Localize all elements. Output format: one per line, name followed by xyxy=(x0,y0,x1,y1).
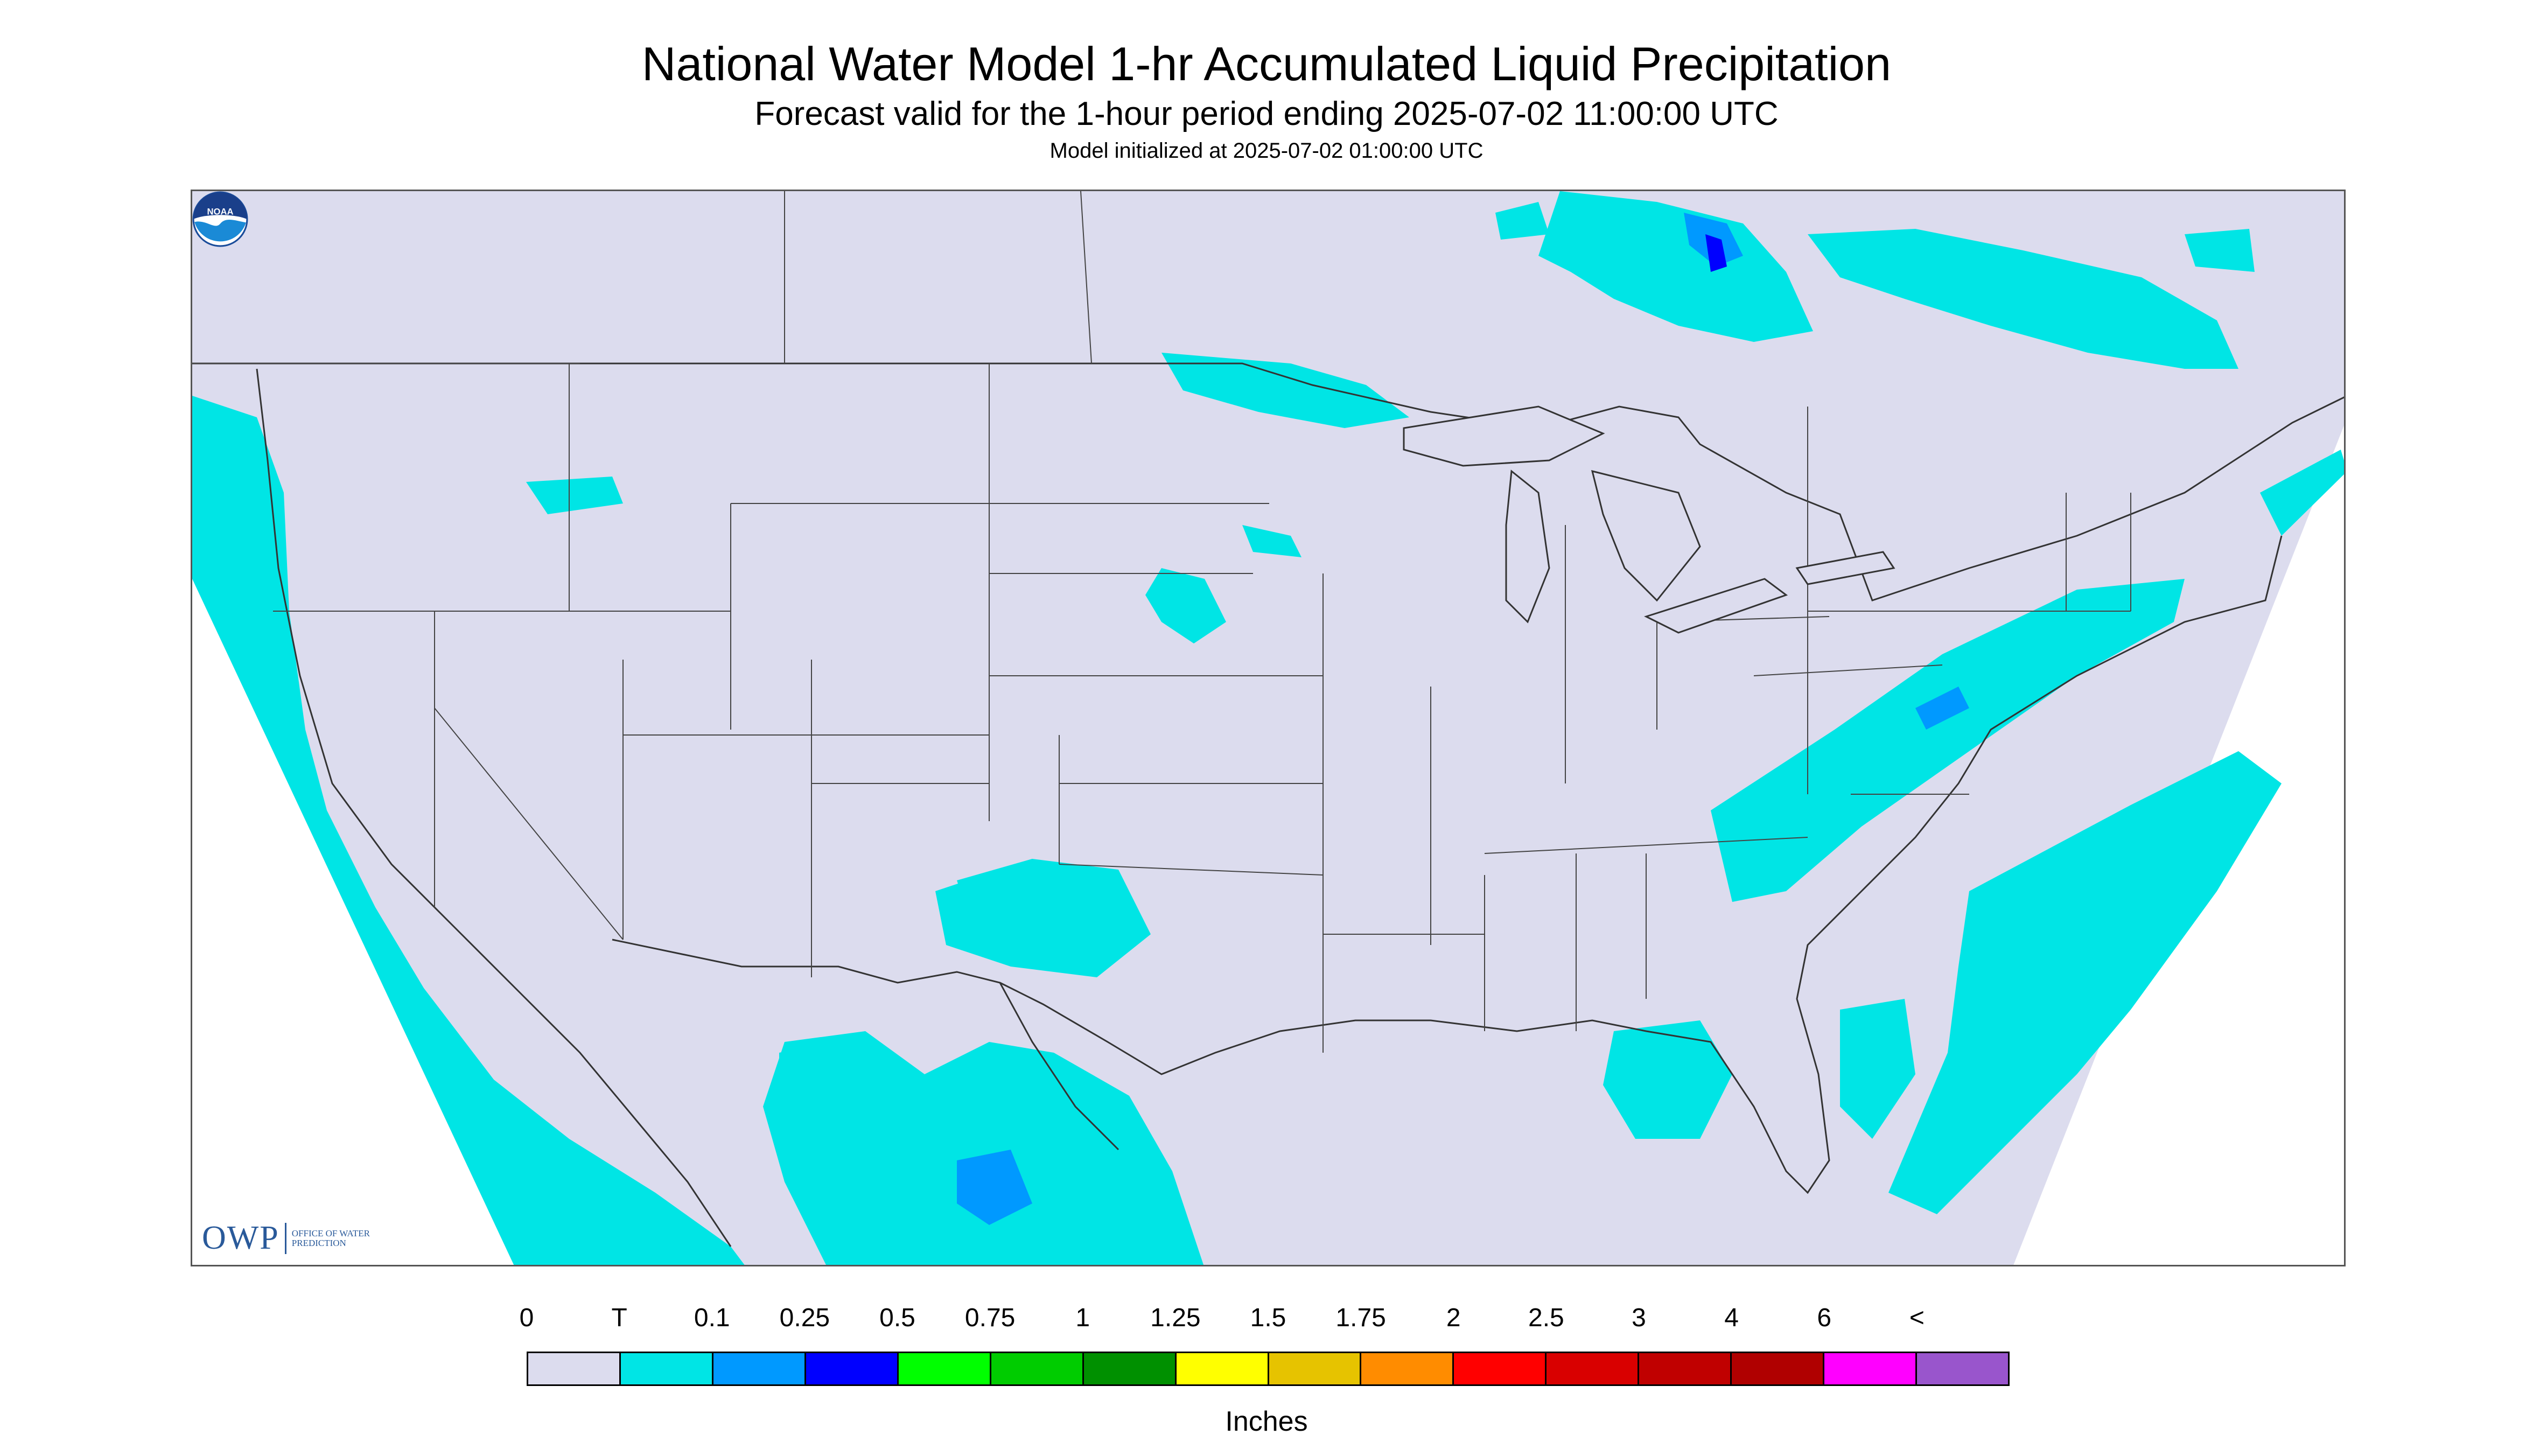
mexico-precip-core xyxy=(957,1150,1032,1225)
owp-logo-text: OFFICE OF WATER PREDICTION xyxy=(291,1228,370,1248)
legend-label: 1 xyxy=(1075,1304,1090,1332)
owp-logo-mark: OWP xyxy=(202,1220,279,1256)
gulf-precip xyxy=(1603,1020,1732,1139)
precipitation-map: OWP OFFICE OF WATER PREDICTION NOAA xyxy=(191,190,2346,1266)
pacific-precip-area xyxy=(192,396,745,1265)
legend-label: 1.75 xyxy=(1335,1304,1386,1332)
atlantic-precip-band xyxy=(1888,751,2282,1214)
west-coast xyxy=(256,368,732,1247)
legend-swatch xyxy=(620,1353,713,1384)
legend-swatch xyxy=(1547,1353,1640,1384)
noaa-logo: NOAA xyxy=(192,191,248,247)
legend-swatch xyxy=(1361,1353,1454,1384)
legend-swatch xyxy=(898,1353,991,1384)
canada-precip-4 xyxy=(2185,229,2255,272)
florida-offshore-precip xyxy=(1840,999,1915,1139)
legend-labels: 0 T 0.1 0.25 0.5 0.75 1 1.25 1.5 1.75 2 2.5 3 4 6 < xyxy=(0,1303,2533,1346)
map-subtitle: Forecast valid for the 1-hour period end… xyxy=(754,95,1779,132)
montana-precip xyxy=(526,477,623,514)
sd-precip xyxy=(1242,525,1302,557)
legend-swatch xyxy=(1824,1353,1918,1384)
legend-swatch xyxy=(713,1353,806,1384)
canada-precip-max xyxy=(1705,234,1727,272)
eastcoast-precip-band xyxy=(1711,579,2185,902)
legend-swatch xyxy=(1454,1353,1547,1384)
off-domain-left xyxy=(192,191,514,1265)
lake-superior xyxy=(1403,405,1605,467)
nm-precip xyxy=(957,859,1043,929)
legend-swatch xyxy=(1917,1353,2008,1384)
model-init-text: Model initialized at 2025-07-02 01:00:00… xyxy=(1049,139,1484,163)
nebraska-precip xyxy=(1145,568,1226,643)
state-lines xyxy=(192,191,2131,1053)
legend-swatch xyxy=(991,1353,1084,1384)
legend-label: 0.75 xyxy=(964,1304,1016,1332)
mexico-border xyxy=(612,939,1119,1151)
owp-logo-divider xyxy=(284,1222,286,1254)
legend-label: 4 xyxy=(1724,1304,1739,1332)
newengland-precip xyxy=(2260,450,2344,536)
canada-precip-2 xyxy=(1808,229,2238,369)
legend-swatch xyxy=(1732,1353,1825,1384)
canada-precip-3 xyxy=(1495,202,1549,240)
legend-label: 2.5 xyxy=(1528,1304,1564,1332)
legend-label: 1.5 xyxy=(1250,1304,1286,1332)
legend-label: 3 xyxy=(1632,1304,1646,1332)
legend-label: 1.25 xyxy=(1150,1304,1201,1332)
legend-swatch xyxy=(1639,1353,1732,1384)
legend-label: 6 xyxy=(1817,1304,1832,1332)
map-canvas xyxy=(192,191,2344,1265)
noaa-logo-text: NOAA xyxy=(207,207,234,217)
lake-huron xyxy=(1591,470,1701,602)
legend-swatch xyxy=(806,1353,899,1384)
eastcoast-precip-core xyxy=(1915,687,1969,730)
legend-units: Inches xyxy=(1225,1406,1308,1437)
legend-swatch xyxy=(1176,1353,1269,1384)
nd-precip xyxy=(1161,353,1409,428)
legend-swatch xyxy=(1269,1353,1362,1384)
canada-precip-1 xyxy=(1538,191,1813,342)
mexico-precip-area xyxy=(763,1031,1203,1265)
lake-michigan xyxy=(1505,470,1550,624)
legend-swatch xyxy=(528,1353,621,1384)
map-title: National Water Model 1-hr Accumulated Li… xyxy=(641,37,1892,90)
sonora-precip xyxy=(779,1042,871,1128)
legend-label: 0.25 xyxy=(779,1304,830,1332)
legend-color-bar xyxy=(527,1352,2010,1386)
legend-label: 0 xyxy=(519,1304,534,1332)
gulf-coast xyxy=(999,535,2283,1194)
legend-label: < xyxy=(1909,1304,1925,1332)
legend-label: 0.1 xyxy=(694,1304,730,1332)
legend-label: 2 xyxy=(1446,1304,1461,1332)
lake-erie xyxy=(1644,578,1788,634)
legend-label: 0.5 xyxy=(879,1304,915,1332)
legend-label: T xyxy=(611,1304,627,1332)
lake-ontario xyxy=(1795,551,1895,585)
owp-logo: OWP OFFICE OF WATER PREDICTION xyxy=(202,1219,373,1257)
legend-swatch xyxy=(1083,1353,1177,1384)
